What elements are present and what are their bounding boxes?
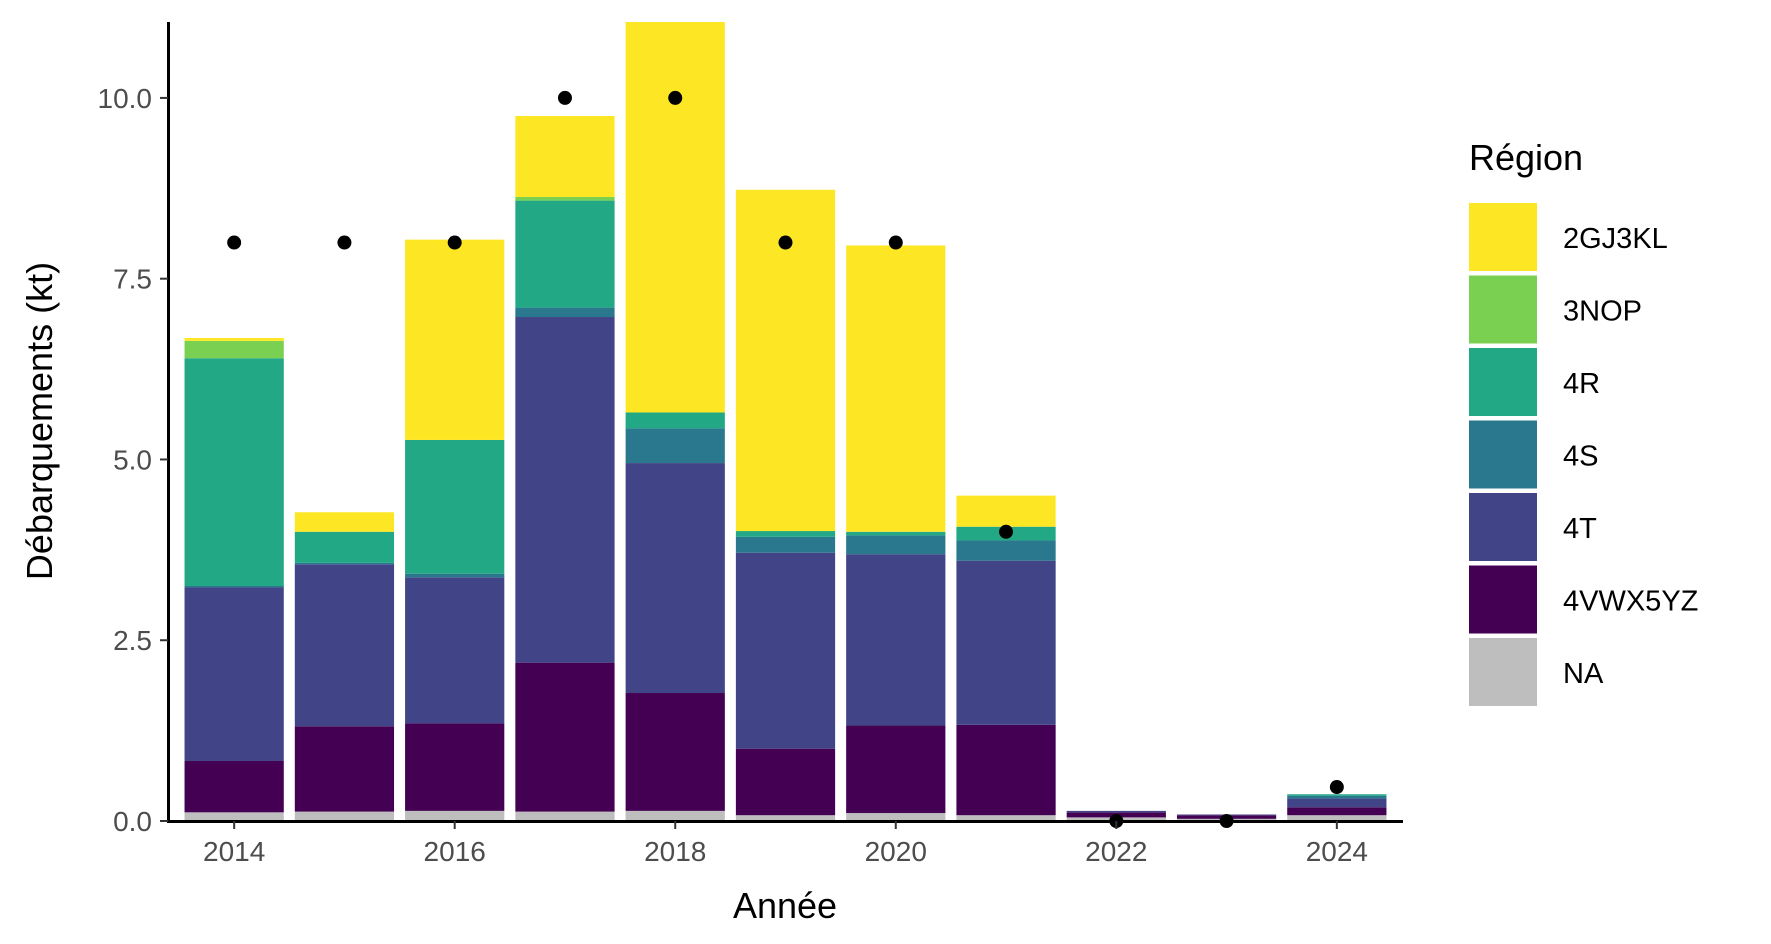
bar-2024-4r [1287, 794, 1387, 796]
legend-key-4s [1469, 420, 1537, 489]
x-tick-label: 2014 [203, 836, 265, 867]
bar-2015-4t [294, 564, 395, 727]
points-layer [227, 90, 1344, 828]
legend-label-3nop: 3NOP [1563, 296, 1642, 328]
bar-2015-4r [294, 531, 395, 563]
bar-2020-4t [846, 554, 946, 726]
bar-2019-4s [735, 536, 836, 553]
bar-2020-2gj3kl [846, 245, 946, 532]
bar-2017-4t [515, 317, 615, 663]
legend-key-4r [1469, 348, 1537, 416]
y-tick-label: 7.5 [113, 264, 152, 295]
bar-2018-4t [625, 463, 725, 694]
bar-2014-2gj3kl [184, 337, 284, 341]
bar-2018-na [625, 810, 725, 821]
legend-label-na: NA [1563, 658, 1604, 690]
bar-2014-na [184, 812, 284, 821]
y-tick-label: 2.5 [113, 625, 152, 656]
bar-2018-4vwx5yz [625, 693, 725, 811]
bar-2017-4r [515, 200, 615, 308]
bar-2016-4vwx5yz [405, 723, 505, 811]
legend-key-4vwx5yz [1469, 565, 1537, 634]
bar-2016-4r [405, 439, 505, 574]
bar-2022-4t [1066, 810, 1166, 813]
bar-2014-4r [184, 358, 284, 586]
y-tick-label: 0.0 [113, 806, 152, 837]
bar-2019-4t [735, 552, 836, 749]
point-2021 [999, 524, 1014, 539]
point-2024 [1329, 780, 1344, 795]
x-tick-label: 2016 [424, 836, 486, 867]
bar-2017-3nop [515, 196, 615, 201]
bar-2014-4t [184, 587, 284, 761]
y-axis-title: Débarquements (kt) [19, 262, 60, 580]
x-axis-ticks: 2014 2016 2018 2020 2022 2024 [203, 821, 1368, 867]
bar-2016-na [405, 810, 505, 821]
point-2017 [557, 90, 572, 105]
bar-2021-4vwx5yz [956, 724, 1056, 816]
legend-label-4vwx5yz: 4VWX5YZ [1563, 586, 1698, 618]
point-2016 [447, 235, 462, 250]
bar-2017-4vwx5yz [515, 662, 615, 812]
bar-2015-na [294, 811, 395, 821]
legend-key-3nop [1469, 275, 1537, 344]
point-2019 [778, 235, 793, 250]
bar-2020-na [846, 813, 946, 821]
bar-2016-4s [405, 573, 505, 578]
bar-2021-4t [956, 560, 1056, 725]
x-axis-title: Année [733, 885, 837, 926]
bar-2017-2gj3kl [515, 116, 615, 197]
bar-2020-4vwx5yz [846, 725, 946, 814]
bar-2015-4s [294, 562, 395, 565]
point-2018 [668, 90, 683, 105]
bar-2014-4s [184, 586, 284, 588]
legend-label-2gj3kl: 2GJ3KL [1563, 223, 1668, 255]
bar-2018-4r [625, 412, 725, 429]
bar-2019-na [735, 815, 836, 821]
y-tick-label: 5.0 [113, 444, 152, 475]
bar-2021-na [956, 815, 1056, 821]
point-2014 [227, 235, 242, 250]
bars-layer [184, 22, 1387, 821]
y-tick-label: 10.0 [98, 83, 153, 114]
bar-2015-2gj3kl [294, 512, 395, 532]
legend-label-4s: 4S [1563, 441, 1598, 473]
bar-2015-4vwx5yz [294, 726, 395, 812]
legend-key-4t [1469, 493, 1537, 561]
bar-2021-4s [956, 540, 1056, 561]
legend-title: Région [1469, 137, 1583, 178]
bar-2018-2gj3kl [625, 22, 725, 413]
bar-2017-na [515, 811, 615, 821]
bar-2024-4t [1287, 798, 1387, 808]
point-2015 [337, 235, 352, 250]
bar-2016-4t [405, 577, 505, 724]
bar-2018-4s [625, 428, 725, 464]
bar-2019-4vwx5yz [735, 748, 836, 816]
bar-2024-na [1287, 815, 1387, 821]
legend-label-4t: 4T [1563, 513, 1597, 545]
bar-2021-2gj3kl [956, 495, 1056, 527]
legend-key-2gj3kl [1469, 203, 1537, 271]
bar-2019-4r [735, 531, 836, 537]
legend: 2GJ3KL 3NOP 4R 4S 4T 4VWX5YZ NA [1469, 203, 1698, 706]
bar-2014-3nop [184, 340, 284, 359]
bar-2024-4vwx5yz [1287, 807, 1387, 816]
x-tick-label: 2024 [1306, 836, 1368, 867]
point-2020 [888, 235, 903, 250]
legend-key-na [1469, 638, 1537, 706]
bar-2024-4s [1287, 795, 1387, 799]
x-tick-label: 2022 [1085, 836, 1147, 867]
x-tick-label: 2020 [865, 836, 927, 867]
bar-2014-4vwx5yz [184, 760, 284, 813]
legend-label-4r: 4R [1563, 368, 1600, 400]
x-tick-label: 2018 [644, 836, 706, 867]
bar-2020-4s [846, 535, 946, 555]
bar-2020-4r [846, 531, 946, 536]
y-axis-ticks: 0.0 2.5 5.0 7.5 10.0 [98, 83, 168, 837]
bar-2017-4s [515, 307, 615, 318]
bar-2016-2gj3kl [405, 239, 505, 440]
